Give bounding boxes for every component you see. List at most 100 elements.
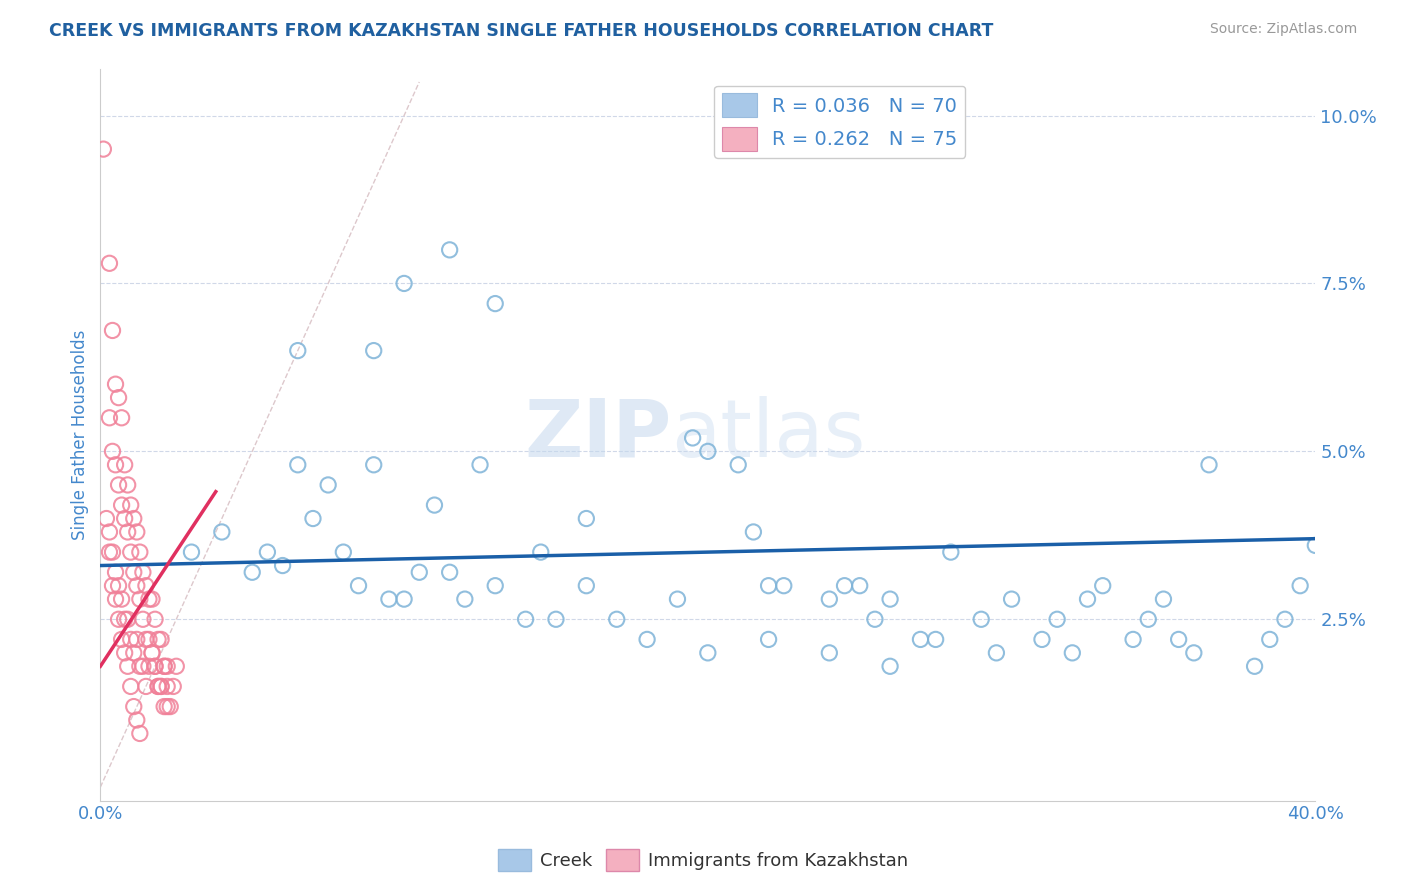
- Point: [122, 699, 145, 714]
- Point: [879, 592, 901, 607]
- Point: [1122, 632, 1144, 647]
- Point: [122, 566, 145, 580]
- Point: [484, 579, 506, 593]
- Point: [128, 545, 150, 559]
- Point: [107, 391, 129, 405]
- Point: [117, 659, 139, 673]
- Point: [1289, 579, 1312, 593]
- Point: [104, 592, 127, 607]
- Point: [153, 659, 176, 673]
- Point: [1274, 612, 1296, 626]
- Point: [143, 659, 166, 673]
- Point: [696, 646, 718, 660]
- Point: [146, 632, 169, 647]
- Point: [98, 524, 121, 539]
- Point: [141, 592, 163, 607]
- Point: [104, 458, 127, 472]
- Point: [772, 579, 794, 593]
- Point: [141, 646, 163, 660]
- Point: [110, 498, 132, 512]
- Point: [107, 612, 129, 626]
- Point: [107, 579, 129, 593]
- Point: [135, 632, 157, 647]
- Point: [454, 592, 477, 607]
- Point: [104, 566, 127, 580]
- Point: [1137, 612, 1160, 626]
- Point: [408, 566, 430, 580]
- Point: [287, 343, 309, 358]
- Point: [1000, 592, 1022, 607]
- Point: [468, 458, 491, 472]
- Point: [162, 680, 184, 694]
- Point: [110, 592, 132, 607]
- Point: [128, 726, 150, 740]
- Point: [439, 243, 461, 257]
- Point: [96, 511, 118, 525]
- Point: [1091, 579, 1114, 593]
- Legend: R = 0.036   N = 70, R = 0.262   N = 75: R = 0.036 N = 70, R = 0.262 N = 75: [714, 86, 966, 158]
- Point: [423, 498, 446, 512]
- Point: [156, 699, 179, 714]
- Text: atlas: atlas: [672, 395, 866, 474]
- Point: [120, 680, 142, 694]
- Point: [146, 680, 169, 694]
- Point: [146, 680, 169, 694]
- Point: [240, 566, 263, 580]
- Point: [156, 680, 179, 694]
- Point: [363, 458, 385, 472]
- Point: [302, 511, 325, 525]
- Point: [439, 566, 461, 580]
- Point: [120, 632, 142, 647]
- Point: [1062, 646, 1084, 660]
- Point: [1046, 612, 1069, 626]
- Point: [180, 545, 202, 559]
- Point: [132, 612, 155, 626]
- Point: [101, 545, 124, 559]
- Point: [818, 592, 841, 607]
- Point: [114, 458, 136, 472]
- Point: [666, 592, 689, 607]
- Point: [818, 646, 841, 660]
- Point: [939, 545, 962, 559]
- Point: [114, 511, 136, 525]
- Point: [150, 680, 173, 694]
- Text: CREEK VS IMMIGRANTS FROM KAZAKHSTAN SINGLE FATHER HOUSEHOLDS CORRELATION CHART: CREEK VS IMMIGRANTS FROM KAZAKHSTAN SING…: [49, 22, 994, 40]
- Point: [727, 458, 749, 472]
- Point: [132, 566, 155, 580]
- Point: [135, 680, 157, 694]
- Point: [256, 545, 278, 559]
- Point: [392, 277, 415, 291]
- Point: [122, 511, 145, 525]
- Point: [863, 612, 886, 626]
- Point: [1076, 592, 1098, 607]
- Point: [153, 659, 176, 673]
- Point: [98, 410, 121, 425]
- Point: [575, 579, 598, 593]
- Point: [117, 612, 139, 626]
- Point: [122, 646, 145, 660]
- Point: [924, 632, 946, 647]
- Point: [101, 323, 124, 337]
- Point: [117, 524, 139, 539]
- Point: [363, 343, 385, 358]
- Point: [150, 632, 173, 647]
- Point: [1305, 538, 1327, 552]
- Point: [515, 612, 537, 626]
- Point: [101, 579, 124, 593]
- Point: [125, 524, 148, 539]
- Point: [378, 592, 401, 607]
- Point: [986, 646, 1008, 660]
- Point: [1182, 646, 1205, 660]
- Point: [138, 592, 160, 607]
- Point: [125, 713, 148, 727]
- Point: [138, 659, 160, 673]
- Point: [110, 410, 132, 425]
- Point: [1152, 592, 1174, 607]
- Text: ZIP: ZIP: [524, 395, 672, 474]
- Point: [128, 592, 150, 607]
- Point: [575, 511, 598, 525]
- Point: [125, 579, 148, 593]
- Point: [159, 699, 181, 714]
- Point: [120, 545, 142, 559]
- Point: [682, 431, 704, 445]
